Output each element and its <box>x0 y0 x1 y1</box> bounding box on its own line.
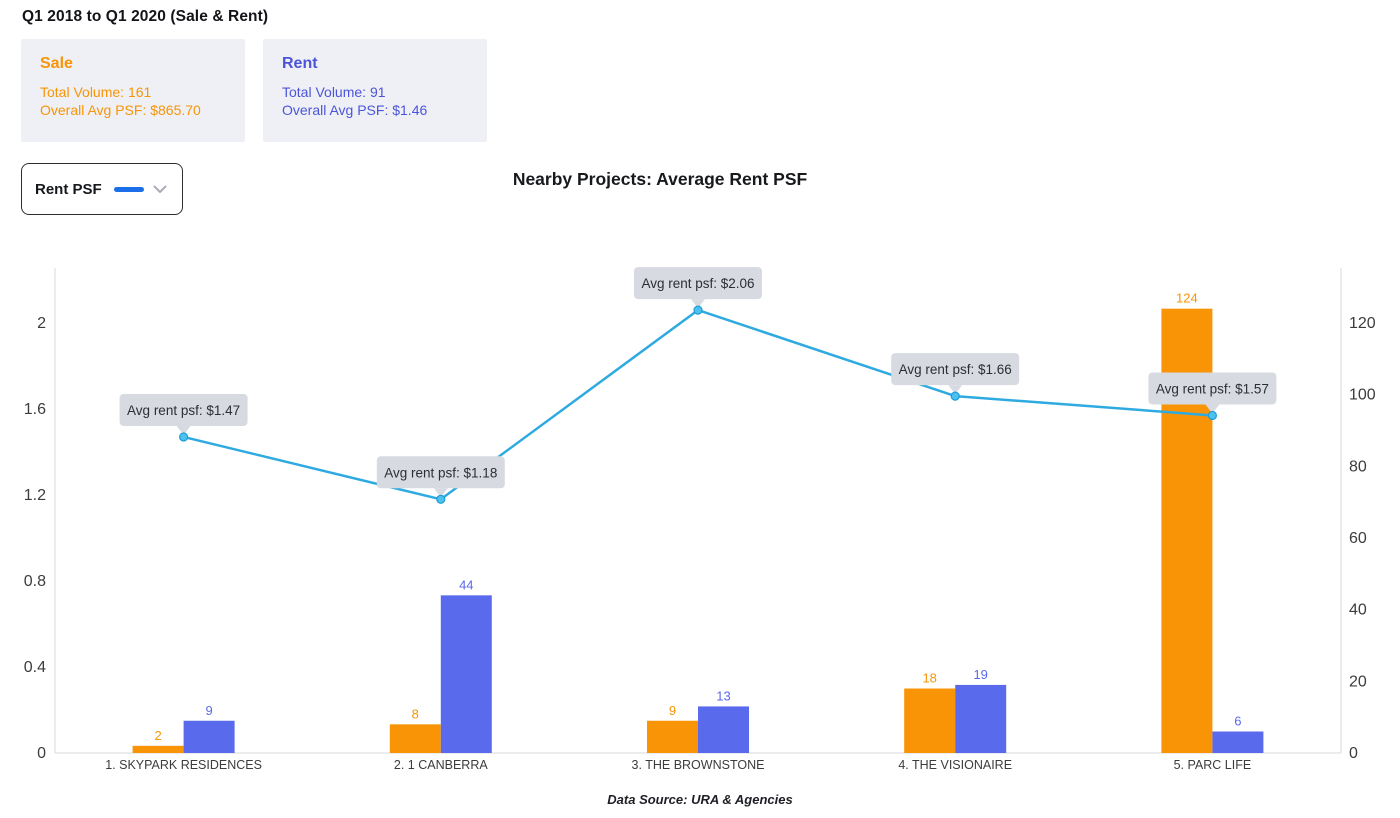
left-axis-tick-label: 0 <box>37 745 46 762</box>
rent-volume-bar[interactable] <box>698 706 749 753</box>
rent-psf-line <box>182 308 1214 501</box>
avg-rent-psf-tooltip <box>376 456 505 489</box>
rent-psf-point[interactable] <box>950 391 960 401</box>
tooltip-caret <box>691 299 705 309</box>
tooltip-text: Avg rent psf: $2.06 <box>641 276 754 291</box>
rent-volume-value-label: 13 <box>716 688 730 703</box>
left-axis-tick-label: 1.6 <box>24 401 46 418</box>
line-swatch-icon <box>113 186 144 192</box>
chevron-down-icon <box>153 185 167 193</box>
right-axis-tick-label: 40 <box>1349 602 1367 619</box>
category-label: 4. THE VISIONAIRE <box>898 758 1012 772</box>
category-label: 1. SKYPARK RESIDENCES <box>105 758 262 772</box>
sale-summary-card: Sale Total Volume: 161 Overall Avg PSF: … <box>21 39 245 142</box>
avg-rent-psf-tooltip <box>891 353 1020 386</box>
sale-volume-value-label: 18 <box>922 671 936 686</box>
rent-card-title: Rent <box>282 55 318 72</box>
rent-volume-bar[interactable] <box>183 720 235 753</box>
sale-volume-bar[interactable] <box>904 688 956 754</box>
sale-card-title: Sale <box>40 55 73 72</box>
left-axis-tick-label: 1.2 <box>24 487 46 504</box>
rent-psf-point[interactable] <box>1207 410 1218 421</box>
avg-rent-psf-tooltip <box>634 267 762 300</box>
right-axis-tick-label: 60 <box>1349 530 1367 547</box>
tooltip-text: Avg rent psf: $1.47 <box>127 403 240 418</box>
rent-volume-value-label: 44 <box>459 577 473 592</box>
metric-dropdown[interactable]: Rent PSF <box>21 163 183 215</box>
tooltip-caret <box>948 385 963 395</box>
tooltip-caret <box>176 425 191 435</box>
right-axis-tick-label: 80 <box>1349 458 1367 475</box>
avg-rent-psf-tooltip <box>1148 372 1277 405</box>
category-label: 3. THE BROWNSTONE <box>632 758 765 772</box>
metric-dropdown-label: Rent PSF <box>35 180 102 198</box>
sale-volume-value-label: 124 <box>1176 291 1198 306</box>
right-axis-tick-label: 0 <box>1349 745 1358 762</box>
chart-title: Nearby Projects: Average Rent PSF <box>512 169 808 189</box>
data-source-note: Data Source: URA & Agencies <box>607 792 793 807</box>
left-axis-tick-label: 0.4 <box>24 659 46 676</box>
sale-volume-value-label: 2 <box>154 728 161 743</box>
rent-total-volume: Total Volume: 91 <box>282 84 386 100</box>
sale-volume-bar[interactable] <box>389 724 441 753</box>
rent-overall-avg-psf: Overall Avg PSF: $1.46 <box>282 102 428 119</box>
right-axis-tick-label: 100 <box>1349 387 1376 404</box>
rent-psf-point[interactable] <box>693 305 703 315</box>
rent-volume-value-label: 19 <box>973 667 987 682</box>
left-axis-tick-label: 0.8 <box>24 573 46 590</box>
right-axis-tick-label: 120 <box>1349 315 1376 332</box>
left-axis-tick-label: 2 <box>37 315 46 332</box>
tooltip-caret <box>1205 404 1220 414</box>
tooltip-text: Avg rent psf: $1.66 <box>899 362 1012 377</box>
tooltip-caret <box>433 488 448 498</box>
sale-volume-value-label: 9 <box>669 703 676 718</box>
rent-psf-point[interactable] <box>179 432 189 442</box>
sale-overall-avg-psf: Overall Avg PSF: $865.70 <box>40 102 201 119</box>
sale-volume-bar[interactable] <box>132 745 184 753</box>
rent-volume-bar[interactable] <box>440 595 492 753</box>
rent-volume-value-label: 9 <box>205 703 212 718</box>
sale-volume-value-label: 8 <box>412 706 419 721</box>
rent-volume-bar[interactable] <box>955 684 1007 753</box>
category-label: 5. PARC LIFE <box>1174 758 1252 772</box>
avg-rent-psf-tooltip <box>119 393 248 426</box>
right-axis-tick-label: 20 <box>1349 673 1367 690</box>
category-label: 2. 1 CANBERRA <box>394 758 488 772</box>
sale-volume-bar[interactable] <box>647 720 698 753</box>
rent-psf-point[interactable] <box>436 494 446 504</box>
tooltip-text: Avg rent psf: $1.18 <box>384 465 497 480</box>
page-title: Q1 2018 to Q1 2020 (Sale & Rent) <box>22 8 269 25</box>
sale-total-volume: Total Volume: 161 <box>40 84 152 100</box>
rent-volume-bar[interactable] <box>1212 731 1264 754</box>
tooltip-text: Avg rent psf: $1.57 <box>1156 381 1269 396</box>
rent-summary-card: Rent Total Volume: 91 Overall Avg PSF: $… <box>263 39 487 142</box>
rent-volume-value-label: 6 <box>1234 714 1241 729</box>
